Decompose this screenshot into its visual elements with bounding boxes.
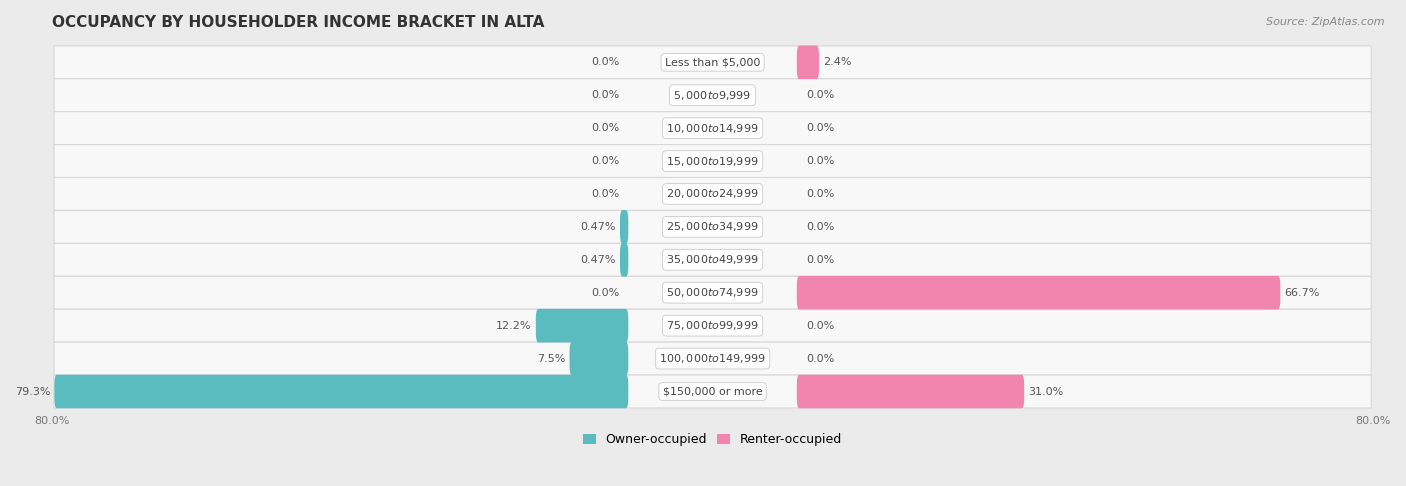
Text: 0.0%: 0.0% [806,255,834,265]
FancyBboxPatch shape [569,342,628,375]
FancyBboxPatch shape [53,177,1371,210]
FancyBboxPatch shape [53,79,1371,112]
Text: OCCUPANCY BY HOUSEHOLDER INCOME BRACKET IN ALTA: OCCUPANCY BY HOUSEHOLDER INCOME BRACKET … [52,15,544,30]
Text: Source: ZipAtlas.com: Source: ZipAtlas.com [1267,17,1385,27]
FancyBboxPatch shape [620,243,628,277]
Text: 66.7%: 66.7% [1285,288,1320,298]
Text: $35,000 to $49,999: $35,000 to $49,999 [666,253,759,266]
Text: 0.0%: 0.0% [806,222,834,232]
Text: 0.0%: 0.0% [591,90,619,100]
FancyBboxPatch shape [53,210,1371,243]
Text: 0.0%: 0.0% [591,57,619,67]
FancyBboxPatch shape [53,46,1371,79]
Text: 0.47%: 0.47% [581,255,616,265]
FancyBboxPatch shape [536,309,628,343]
Legend: Owner-occupied, Renter-occupied: Owner-occupied, Renter-occupied [578,428,846,451]
Text: 0.0%: 0.0% [806,90,834,100]
FancyBboxPatch shape [797,46,818,79]
FancyBboxPatch shape [55,375,628,408]
Text: 2.4%: 2.4% [823,57,852,67]
Text: $50,000 to $74,999: $50,000 to $74,999 [666,286,759,299]
Text: 12.2%: 12.2% [496,321,531,330]
FancyBboxPatch shape [797,375,1024,408]
Text: 0.0%: 0.0% [806,156,834,166]
Text: Less than $5,000: Less than $5,000 [665,57,761,67]
Text: $5,000 to $9,999: $5,000 to $9,999 [673,89,752,102]
Text: $10,000 to $14,999: $10,000 to $14,999 [666,122,759,135]
FancyBboxPatch shape [797,276,1281,310]
Text: 0.0%: 0.0% [591,123,619,133]
Text: 0.0%: 0.0% [806,189,834,199]
FancyBboxPatch shape [53,309,1371,342]
FancyBboxPatch shape [53,112,1371,145]
FancyBboxPatch shape [53,375,1371,408]
Text: 7.5%: 7.5% [537,354,565,364]
Text: $25,000 to $34,999: $25,000 to $34,999 [666,220,759,233]
Text: 0.47%: 0.47% [581,222,616,232]
FancyBboxPatch shape [53,276,1371,309]
Text: 0.0%: 0.0% [591,288,619,298]
Text: 0.0%: 0.0% [806,123,834,133]
FancyBboxPatch shape [620,210,628,243]
Text: 0.0%: 0.0% [806,354,834,364]
Text: $15,000 to $19,999: $15,000 to $19,999 [666,155,759,168]
Text: $75,000 to $99,999: $75,000 to $99,999 [666,319,759,332]
Text: $150,000 or more: $150,000 or more [662,386,762,397]
FancyBboxPatch shape [53,243,1371,276]
Text: 0.0%: 0.0% [591,189,619,199]
Text: 0.0%: 0.0% [806,321,834,330]
Text: 0.0%: 0.0% [591,156,619,166]
FancyBboxPatch shape [53,145,1371,177]
Text: $100,000 to $149,999: $100,000 to $149,999 [659,352,766,365]
Text: 79.3%: 79.3% [14,386,51,397]
FancyBboxPatch shape [53,342,1371,375]
Text: 31.0%: 31.0% [1028,386,1063,397]
Text: $20,000 to $24,999: $20,000 to $24,999 [666,188,759,200]
